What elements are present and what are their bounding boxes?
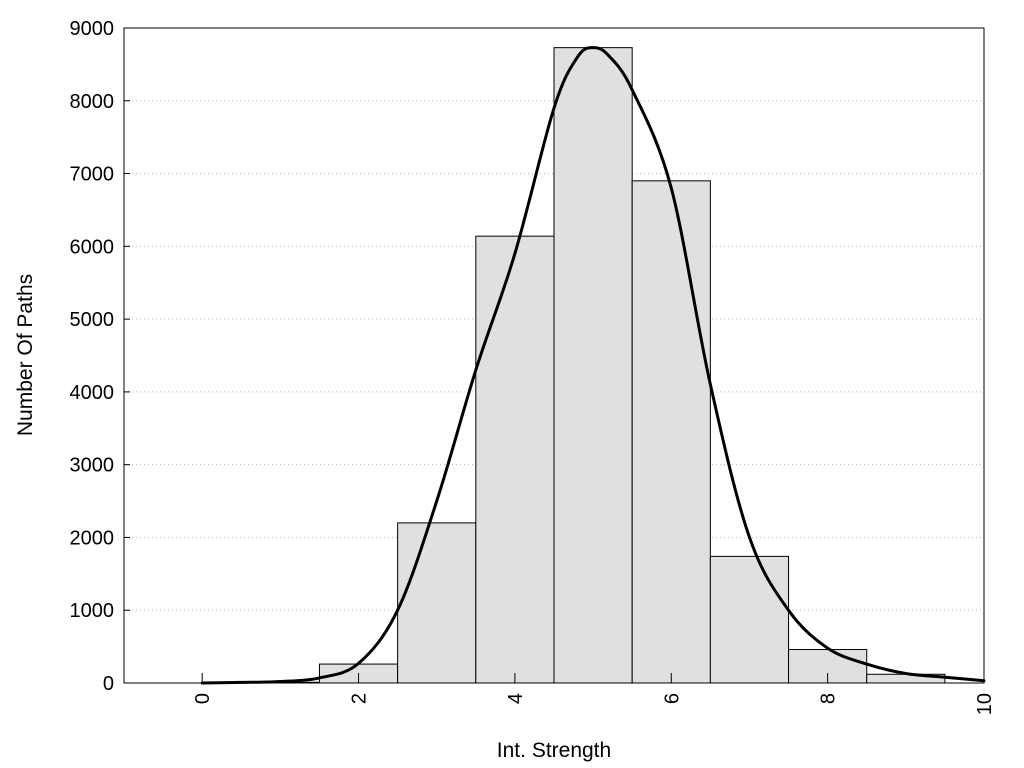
x-tick-label-1: 2 (349, 693, 371, 704)
y-tick-label-4: 4000 (70, 382, 115, 404)
x-axis-label: Int. Strength (497, 739, 611, 762)
x-tick-label-3: 6 (661, 693, 683, 704)
plot-frame (123, 27, 985, 684)
gridlines (124, 100, 984, 611)
density-curve (200, 46, 986, 685)
x-tick-label-2: 4 (505, 693, 527, 704)
y-tick-label-1: 1000 (70, 600, 115, 622)
x-tick-label-0: 0 (192, 693, 214, 704)
y-tick-label-6: 6000 (70, 236, 115, 258)
bar-7 (709, 555, 790, 684)
y-axis: 0 1000 2000 3000 4000 5000 6000 7000 8000 9000 (70, 18, 130, 695)
x-axis: 0 2 4 6 8 10 (192, 673, 996, 715)
y-tick-label-8: 8000 (70, 91, 115, 113)
y-tick-label-7: 7000 (70, 164, 115, 186)
y-tick-label-0: 0 (103, 673, 114, 695)
y-tick-label-2: 2000 (70, 527, 115, 549)
bar-5 (553, 47, 633, 684)
bar-6 (631, 180, 711, 684)
y-axis-label: Number Of Paths (14, 274, 37, 436)
x-tick-label-5: 10 (974, 693, 996, 715)
x-tick-label-4: 8 (818, 693, 840, 704)
y-tick-label-5: 5000 (70, 309, 115, 331)
bar-3 (397, 522, 477, 684)
y-tick-label-9: 9000 (70, 18, 115, 40)
bar-4 (475, 235, 555, 684)
y-tick-label-3: 3000 (70, 455, 115, 477)
